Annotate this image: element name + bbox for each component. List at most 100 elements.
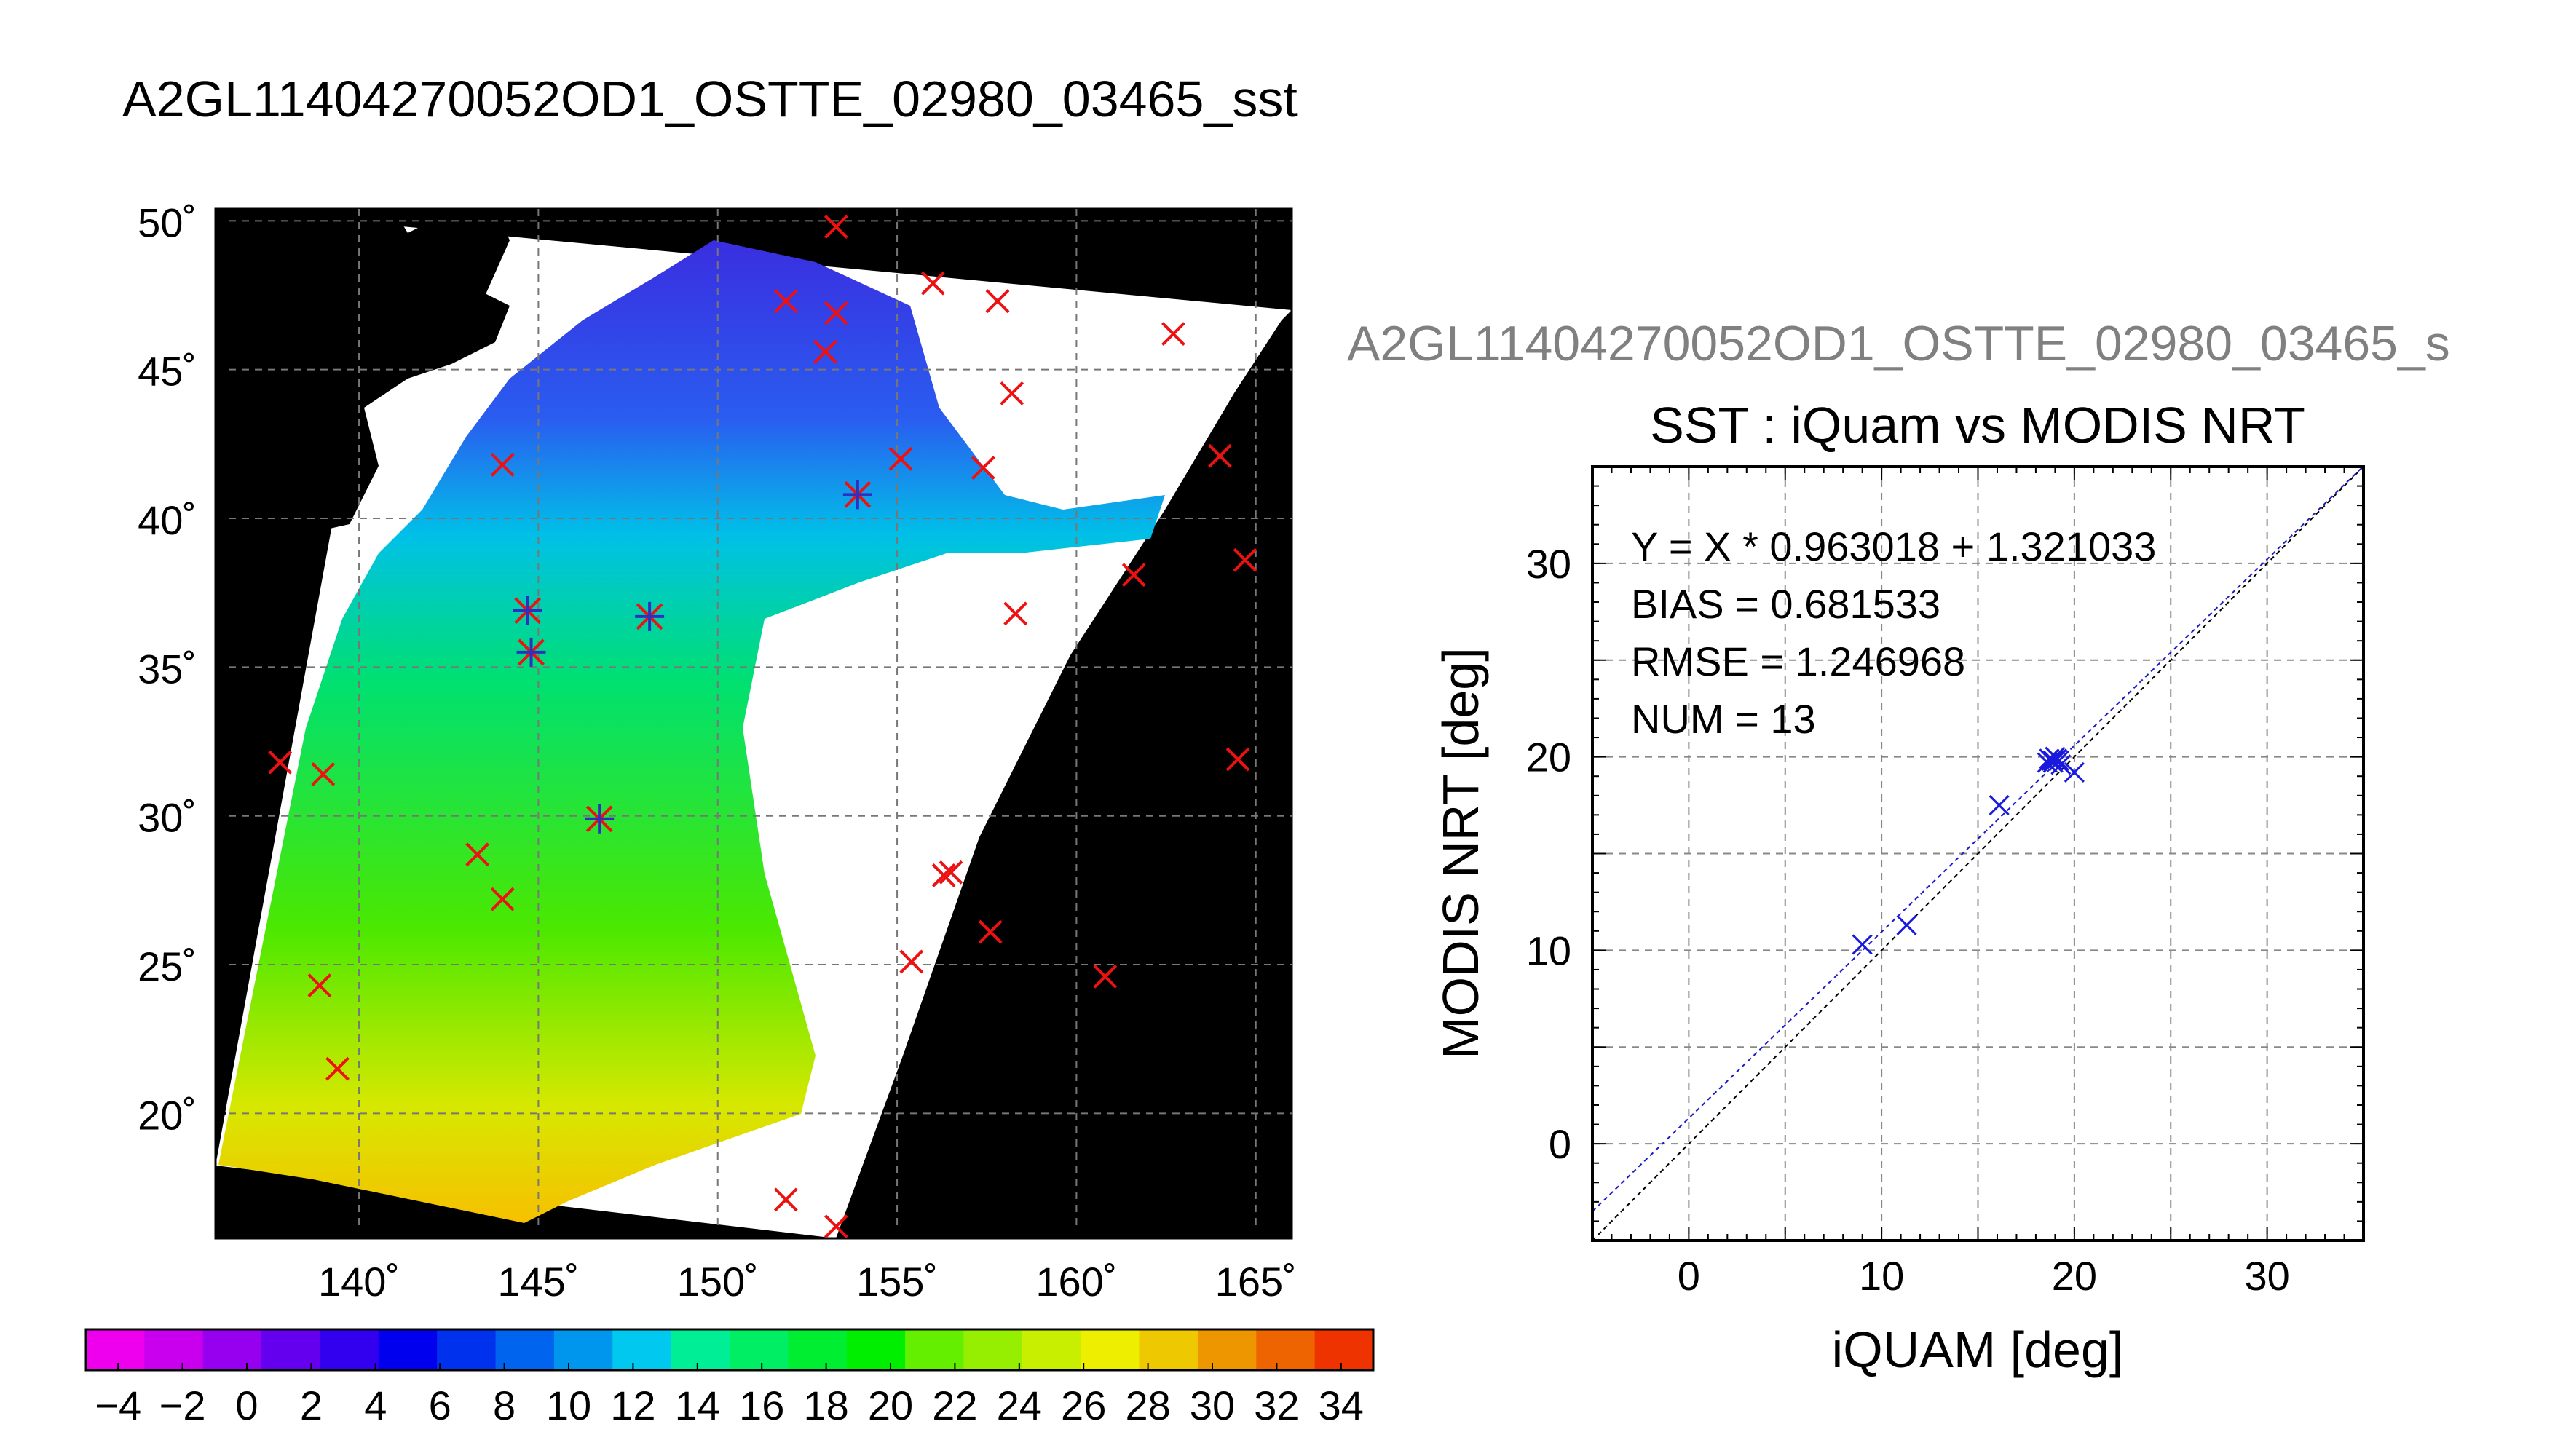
- colorbar-segment: [788, 1329, 848, 1370]
- map-red-x-marker: [1225, 747, 1250, 772]
- colorbar-segment: [612, 1329, 672, 1370]
- map-red-x-marker: [1121, 563, 1146, 587]
- colorbar-tick-label: 34: [1319, 1382, 1364, 1428]
- colorbar-segment: [1256, 1329, 1316, 1370]
- map-red-x-marker: [268, 750, 293, 775]
- page-title: A2GL11404270052OD1_OSTTE_02980_03465_sst: [122, 71, 1298, 127]
- colorbar-segment: [730, 1329, 789, 1370]
- scatter-points: [1852, 746, 2085, 955]
- map-red-x-marker: [939, 860, 963, 885]
- map-red-x-marker: [311, 762, 336, 786]
- map-red-x-marker: [813, 339, 837, 364]
- colorbar-segment: [437, 1329, 497, 1370]
- colorbar-segment: [963, 1329, 1023, 1370]
- colorbar-tick-label: 8: [493, 1382, 516, 1428]
- sst-map: 50˚ 45˚ 40˚ 35˚ 30˚ 25˚ 20˚ 140˚ 145˚ 150˚ 155˚ 160…: [138, 199, 1297, 1305]
- sst-field: [218, 240, 1165, 1223]
- colorbar-tick-label: 16: [739, 1382, 784, 1428]
- map-lat-tick-label: 50˚: [138, 199, 197, 245]
- map-red-x-marker: [931, 863, 956, 887]
- scatter-gridlines: [1592, 467, 2364, 1241]
- colorbar-segment: [495, 1329, 555, 1370]
- land-sakhalin: [408, 209, 510, 342]
- map-lon-tick-label: 165˚: [1215, 1259, 1297, 1305]
- colorbar-segment: [202, 1329, 262, 1370]
- scatter-lines: [1592, 467, 2364, 1241]
- colorbar-tick-label: 2: [300, 1382, 323, 1428]
- colorbar-segment: [1139, 1329, 1198, 1370]
- map-lon-tick-label: 145˚: [497, 1259, 579, 1305]
- colorbar-segment: [1022, 1329, 1081, 1370]
- colorbar-tick-label: 30: [1190, 1382, 1235, 1428]
- scatter-point: [2046, 748, 2068, 769]
- regression-line: [1592, 467, 2364, 1212]
- scatter-point: [1852, 934, 1873, 955]
- map-red-x-marker: [490, 453, 515, 477]
- colorbar-tick-label: 6: [429, 1382, 451, 1428]
- scatter-file-title: A2GL11404270052OD1_OSTTE_02980_03465_s: [1347, 316, 2450, 371]
- fit-annotation: RMSE = 1.246968: [1631, 638, 1965, 684]
- map-red-x-marker: [773, 289, 798, 314]
- fit-annotation: NUM = 13: [1631, 696, 1816, 742]
- colorbar-segment: [144, 1329, 204, 1370]
- colorbar-tick-label: 26: [1061, 1382, 1106, 1428]
- colorbar-tick-label: 24: [997, 1382, 1042, 1428]
- identity-line: [1592, 467, 2364, 1241]
- colorbar-tick-label: 18: [803, 1382, 848, 1428]
- map-red-x-marker: [490, 887, 515, 911]
- map-red-x-marker: [971, 456, 995, 480]
- map-frame: [214, 207, 1293, 1240]
- colorbar-tick-label: −4: [95, 1382, 141, 1428]
- colorbar-tick-label: 20: [868, 1382, 913, 1428]
- colorbar-segment: [1314, 1329, 1374, 1370]
- map-red-x-marker: [1003, 601, 1028, 626]
- map-red-x-marker: [1161, 322, 1185, 347]
- map-red-x-marker: [824, 1214, 848, 1239]
- map-lat-tick-label: 40˚: [138, 497, 197, 543]
- scatter-point: [2041, 750, 2062, 772]
- scatter-point: [1896, 914, 1917, 935]
- colorbar: −4 −2 0 2 4 6 8 10 12 14 16 18 20 22 24 26 28 30 32 34: [84, 1328, 1375, 1428]
- map-red-x-marker: [465, 842, 490, 867]
- scatter-y-tick-label: 10: [1526, 927, 1571, 973]
- scatter-y-tick-label: 20: [1526, 735, 1571, 780]
- scatter-x-tick-label: 0: [1678, 1253, 1700, 1299]
- colorbar-tick-label: 4: [364, 1382, 387, 1428]
- colorbar-tick-label: 12: [610, 1382, 655, 1428]
- map-red-x-marker: [824, 215, 848, 239]
- map-red-x-marker: [899, 949, 924, 974]
- map-red-x-marker: [1093, 964, 1118, 989]
- map-lon-tick-label: 150˚: [677, 1259, 759, 1305]
- fit-annotation: BIAS = 0.681533: [1631, 581, 1940, 627]
- colorbar-tick-label: −2: [159, 1382, 206, 1428]
- scatter-y-tick-label: 0: [1549, 1121, 1571, 1167]
- colorbar-frame: [84, 1328, 1375, 1372]
- colorbar-tick-label: 0: [235, 1382, 258, 1428]
- scatter-point: [2064, 761, 2085, 783]
- colorbar-tick-label: 32: [1254, 1382, 1299, 1428]
- map-red-x-marker: [1208, 443, 1232, 468]
- colorbar-segment: [1197, 1329, 1257, 1370]
- colorbar-segment: [671, 1329, 730, 1370]
- map-lon-tick-label: 140˚: [318, 1259, 400, 1305]
- scatter-x-tick-label: 20: [2052, 1253, 2097, 1299]
- scatter-plot: SST : iQuam vs MODIS NRT 0 10 20 300102030 …: [1432, 397, 2365, 1378]
- map-lat-tick-label: 20˚: [138, 1092, 197, 1138]
- map-lat-tick-label: 35˚: [138, 646, 197, 692]
- scatter-title: SST : iQuam vs MODIS NRT: [1650, 397, 2305, 454]
- colorbar-segment: [553, 1329, 613, 1370]
- map-red-x-marker: [773, 1187, 798, 1212]
- colorbar-segment: [846, 1329, 906, 1370]
- scatter-point: [2042, 750, 2064, 772]
- map-lon-tick-label: 155˚: [856, 1259, 938, 1305]
- y-axis-label: MODIS NRT [deg]: [1432, 647, 1489, 1059]
- map-red-x-marker: [325, 1056, 350, 1081]
- scatter-x-tick-label: 10: [1859, 1253, 1904, 1299]
- map-red-x-marker: [824, 301, 848, 325]
- map-tick-labels: 50˚ 45˚ 40˚ 35˚ 30˚ 25˚ 20˚ 140˚ 145˚ 150˚ 155˚ 160…: [138, 199, 1297, 1305]
- map-red-x-marker: [1000, 381, 1024, 405]
- scatter-y-tick-label: 30: [1526, 541, 1571, 587]
- colorbar-segment: [320, 1329, 379, 1370]
- colorbar-tick-label: 22: [932, 1382, 977, 1428]
